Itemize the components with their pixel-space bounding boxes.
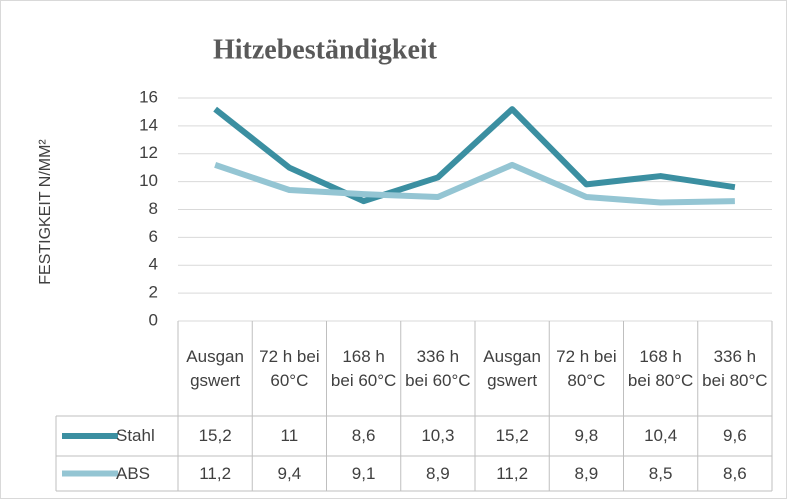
x-tick-label: Ausgangswert	[483, 346, 541, 390]
x-tick-label: 72 h bei 80°C	[556, 346, 617, 390]
table-value: 15,2	[495, 426, 529, 445]
y-tick-label: 14	[139, 115, 158, 134]
x-tick-label: 72 h bei 60°C	[259, 346, 320, 390]
table-value: 8,6	[351, 426, 376, 445]
table-value: 11	[280, 426, 299, 445]
line-series	[214, 161, 735, 206]
table-value: 15,2	[198, 426, 232, 445]
table-value: 9,1	[351, 463, 376, 483]
legend-label: ABS	[116, 463, 151, 483]
table-value: 11,2	[199, 463, 232, 483]
line-series	[213, 106, 736, 205]
table-value: 9,6	[723, 426, 747, 445]
y-axis-label: FESTIGKEIT N/MM²	[37, 139, 54, 285]
y-tick-label: 12	[139, 143, 158, 162]
x-tick-label: 168 h bei 80°C	[627, 346, 694, 390]
table-value: 11,2	[496, 463, 529, 483]
x-tick-label: Ausgangswert	[186, 346, 244, 390]
chart-title: Hitzebeständigkeit	[213, 34, 438, 65]
y-tick-label: 2	[149, 283, 158, 302]
x-tick-label: 168 h bei 60°C	[330, 346, 397, 390]
table-value: 10,3	[421, 426, 455, 445]
y-tick-label: 8	[149, 199, 158, 218]
table-value: 9,8	[574, 426, 599, 445]
x-tick-label: 336 h bei 80°C	[702, 346, 768, 390]
table-value: 8,9	[574, 463, 599, 483]
y-tick-label: 10	[139, 171, 158, 190]
table-value: 8,9	[426, 463, 450, 483]
y-tick-label: 6	[149, 227, 158, 246]
table-value: 8,6	[723, 463, 747, 483]
table-value: 10,4	[644, 426, 678, 445]
table-value: 9,4	[277, 463, 302, 483]
x-tick-label: 336 h bei 60°C	[405, 346, 471, 390]
y-tick-label: 0	[149, 310, 158, 329]
legend-label: Stahl	[116, 426, 155, 445]
y-tick-label: 4	[149, 255, 158, 274]
y-tick-label: 16	[139, 87, 158, 106]
table-value: 8,5	[648, 463, 673, 483]
